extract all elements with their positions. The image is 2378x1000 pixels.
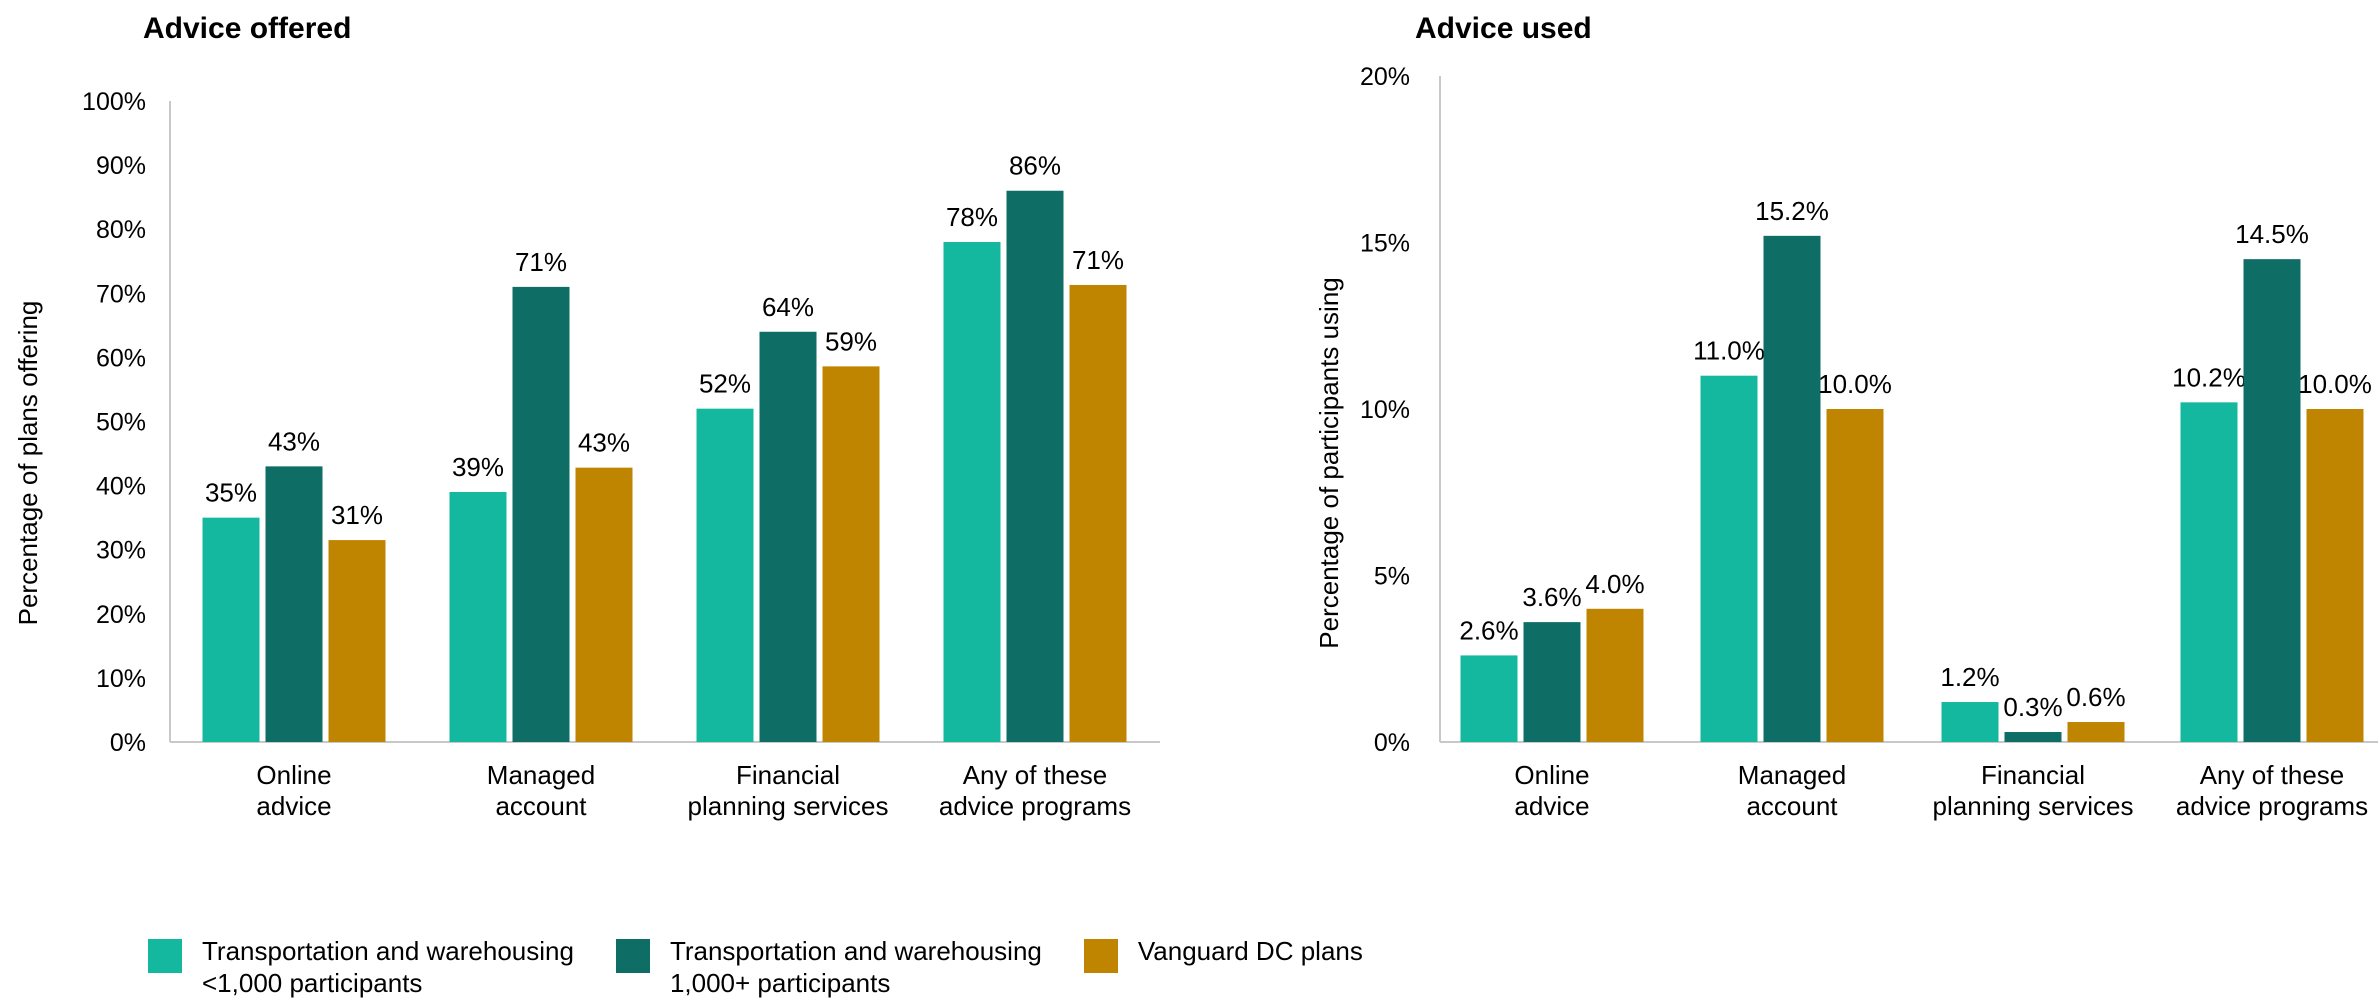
bar — [1586, 608, 1644, 742]
x-category-label: Any of these advice programs — [2176, 760, 2368, 821]
data-label: 86% — [1009, 151, 1061, 181]
legend-swatch-vanguard — [1083, 939, 1118, 973]
bar — [1826, 409, 1884, 742]
data-label: 10.0% — [1818, 369, 1892, 399]
y-tick-label: 0% — [1374, 729, 1410, 757]
data-label: 11.0% — [1693, 336, 1765, 366]
bar — [2306, 409, 2364, 742]
data-label: 52% — [699, 369, 751, 399]
data-label: 10.2% — [2172, 362, 2246, 392]
y-tick-label: 90% — [96, 152, 146, 180]
legend-swatch-small-plans — [148, 939, 182, 973]
bar — [2004, 732, 2062, 742]
data-label: 14.5% — [2235, 219, 2309, 249]
data-label: 4.0% — [1585, 569, 1644, 599]
legend-item-large-plans: Transportation and warehousing 1,000+ pa… — [615, 935, 1042, 999]
data-label: 59% — [825, 326, 877, 356]
y-tick-label: 20% — [1360, 63, 1410, 91]
y-axis-label-advice-used: Percentage of participants using — [1314, 277, 1344, 648]
data-label: 2.6% — [1459, 615, 1518, 645]
plot-advice-used: 0% 5% 10% 15% 20% Online advice Managed account F… — [1360, 63, 2378, 821]
bar — [1763, 235, 1821, 742]
y-tick-label: 60% — [96, 344, 146, 372]
x-category-label: Managed account — [487, 760, 595, 821]
y-tick-label: 0% — [110, 729, 146, 757]
y-tick-label: 5% — [1374, 563, 1410, 591]
legend-label-large-plans: Transportation and warehousing 1,000+ pa… — [669, 936, 1042, 998]
y-tick-label: 50% — [96, 409, 146, 437]
y-tick-label: 15% — [1360, 230, 1410, 258]
data-label: 0.6% — [2066, 682, 2125, 712]
bar — [759, 331, 817, 742]
y-tick-label: 10% — [1360, 396, 1410, 424]
data-label: 78% — [946, 202, 998, 232]
legend: Transportation and warehousing <1,000 pa… — [148, 935, 1363, 999]
data-label: 64% — [762, 292, 814, 322]
x-category-label: Managed account — [1738, 760, 1846, 821]
y-tick-label: 30% — [96, 537, 146, 565]
legend-item-small-plans: Transportation and warehousing <1,000 pa… — [148, 935, 574, 999]
data-label: 10.0% — [2298, 369, 2372, 399]
chart-title-advice-offered: Advice offered — [143, 12, 351, 45]
data-label: 71% — [515, 247, 567, 277]
bar — [2243, 259, 2301, 742]
bar — [449, 492, 507, 742]
data-label: 1.2% — [1940, 662, 1999, 692]
y-axis-label-advice-offered: Percentage of plans offering — [13, 301, 43, 626]
bar — [1941, 702, 1999, 742]
bar — [1700, 375, 1758, 742]
bar — [575, 467, 633, 742]
bar — [822, 366, 880, 742]
data-label: 43% — [578, 428, 630, 458]
data-label: 35% — [205, 478, 257, 508]
data-label: 43% — [268, 426, 320, 456]
bar — [1523, 622, 1581, 742]
legend-label-small-plans: Transportation and warehousing <1,000 pa… — [202, 936, 574, 998]
data-label: 31% — [331, 500, 383, 530]
bar — [1460, 655, 1518, 742]
bar — [328, 540, 386, 742]
bar — [512, 286, 570, 742]
x-category-label: Financial planning services — [688, 760, 889, 821]
data-label: 39% — [452, 452, 504, 482]
data-label: 0.3% — [2003, 692, 2062, 722]
y-tick-label: 20% — [96, 601, 146, 629]
bar — [696, 408, 754, 742]
bar — [2180, 402, 2238, 742]
legend-item-vanguard: Vanguard DC plans — [1083, 935, 1363, 999]
data-label: 15.2% — [1755, 196, 1829, 226]
legend-label-vanguard: Vanguard DC plans — [1137, 936, 1363, 966]
data-label: 71% — [1072, 245, 1124, 275]
y-tick-label: 70% — [96, 280, 146, 308]
bar — [265, 466, 323, 742]
bar — [1069, 284, 1127, 742]
x-category-label: Any of these advice programs — [939, 760, 1131, 821]
legend-swatch-large-plans — [615, 939, 650, 973]
y-tick-label: 40% — [96, 473, 146, 501]
plot-advice-offered: 0% 10% 20% 30% 40% 50% 60% 70% 80% 90% 100% Online a… — [82, 88, 1160, 821]
bar — [1006, 190, 1064, 743]
x-category-label: Online advice — [256, 760, 331, 821]
x-category-label: Financial planning services — [1933, 760, 2134, 821]
chart-title-advice-used: Advice used — [1415, 12, 1592, 45]
bar — [943, 242, 1001, 742]
y-tick-label: 80% — [96, 216, 146, 244]
bar — [202, 517, 260, 742]
x-category-label: Online advice — [1514, 760, 1589, 821]
bar — [2067, 722, 2125, 742]
y-tick-label: 100% — [82, 88, 146, 116]
data-label: 3.6% — [1522, 582, 1581, 612]
y-tick-label: 10% — [96, 665, 146, 693]
